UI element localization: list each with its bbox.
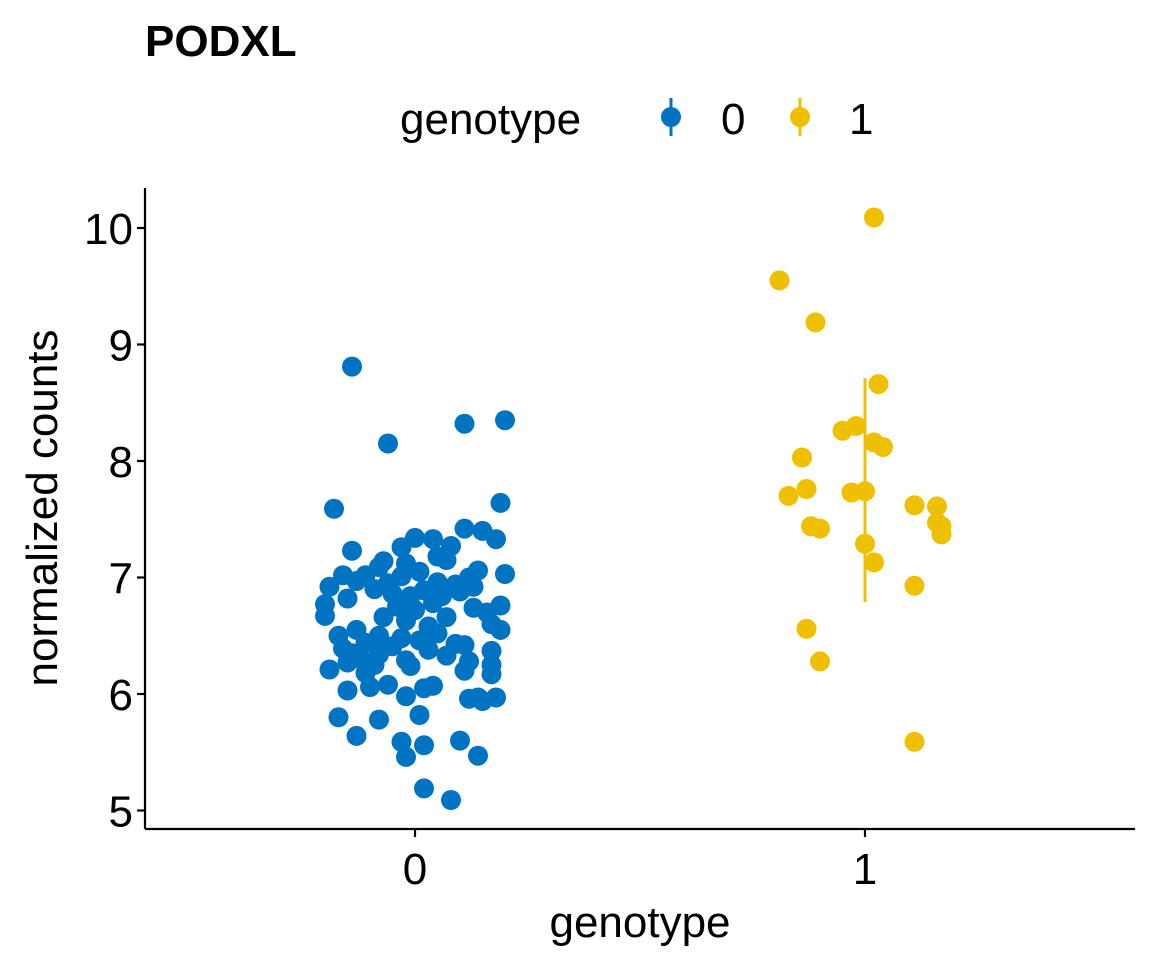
- point-0-26: [346, 571, 367, 591]
- point-0-47: [373, 607, 394, 628]
- point-1-11: [841, 482, 862, 503]
- point-0-30: [319, 576, 340, 597]
- point-0-1: [378, 433, 398, 454]
- point-1-7: [873, 437, 893, 457]
- point-0-64: [418, 639, 439, 660]
- point-0-100: [441, 790, 461, 810]
- legend-entry-1: 1: [790, 95, 873, 144]
- point-0-91: [328, 707, 349, 728]
- point-0-99: [414, 778, 434, 799]
- point-0-11: [391, 537, 412, 558]
- point-0-3: [495, 410, 515, 431]
- point-0-89: [472, 691, 493, 711]
- plot-area: [315, 207, 952, 810]
- point-0-93: [346, 725, 367, 746]
- point-1-23: [796, 618, 817, 639]
- point-0-76: [319, 659, 340, 680]
- point-0-19: [409, 561, 430, 582]
- point-1-19: [931, 524, 952, 545]
- point-1-14: [927, 496, 947, 517]
- point-0-48: [436, 607, 457, 628]
- legend: genotype 0 1: [400, 95, 873, 144]
- point-0-75: [400, 656, 421, 676]
- point-0-96: [414, 735, 434, 756]
- point-0-34: [450, 581, 470, 602]
- point-1-12: [778, 485, 799, 506]
- point-0-40: [423, 593, 443, 614]
- y-tick-label-9: 9: [109, 322, 133, 371]
- point-0-13: [342, 540, 362, 561]
- point-0-4: [490, 492, 511, 513]
- point-0-90: [409, 705, 430, 725]
- point-0-15: [436, 550, 457, 570]
- point-0-82: [360, 677, 380, 697]
- x-axis-title: genotype: [549, 898, 730, 947]
- point-0-95: [391, 731, 412, 752]
- point-1-3: [868, 374, 889, 395]
- x-tick-label-1: 1: [853, 845, 877, 894]
- point-0-72: [337, 652, 358, 673]
- point-0-49: [396, 610, 416, 631]
- point-1-24: [810, 651, 830, 672]
- point-1-2: [805, 312, 826, 333]
- point-0-10: [423, 529, 443, 550]
- point-0-79: [481, 664, 502, 685]
- point-1-13: [904, 495, 925, 516]
- point-1-1: [769, 270, 790, 291]
- y-tick-label-5: 5: [109, 788, 133, 837]
- point-0-92: [369, 709, 389, 730]
- point-1-18: [810, 518, 830, 539]
- y-tick-label-10: 10: [84, 205, 133, 254]
- point-1-8: [792, 447, 812, 468]
- point-1-25: [904, 731, 925, 752]
- point-0-8: [486, 529, 506, 550]
- point-0-85: [396, 686, 416, 707]
- point-0-2: [454, 413, 475, 434]
- point-0-53: [490, 619, 511, 640]
- point-0-21: [495, 564, 515, 584]
- point-0-98: [468, 745, 488, 766]
- y-tick-label-6: 6: [109, 671, 133, 720]
- point-0-83: [414, 678, 434, 699]
- point-0-68: [436, 645, 457, 666]
- point-0-61: [454, 635, 475, 656]
- axes: 5 6 7 8 9 10 0 1: [84, 188, 1135, 894]
- legend-key-dot-0: [661, 107, 681, 127]
- point-0-5: [324, 498, 344, 519]
- point-0-65: [481, 640, 502, 661]
- legend-title: genotype: [400, 95, 581, 144]
- point-1-9: [796, 479, 817, 499]
- point-0-97: [396, 746, 416, 767]
- point-0-94: [450, 730, 470, 751]
- point-0-77: [454, 660, 475, 681]
- point-1-21: [864, 552, 884, 573]
- point-0-46: [315, 605, 335, 626]
- legend-entry-0: 0: [661, 95, 745, 144]
- point-0-59: [355, 632, 376, 653]
- y-axis-title: normalized counts: [18, 329, 67, 686]
- y-tick-label-7: 7: [109, 555, 133, 604]
- point-1-22: [904, 575, 925, 596]
- chart-title: PODXL: [145, 17, 297, 66]
- y-tick-label-8: 8: [109, 438, 133, 487]
- point-1-0: [864, 207, 884, 228]
- legend-key-dot-1: [790, 107, 810, 127]
- x-tick-label-0: 0: [403, 845, 427, 894]
- point-1-5: [832, 420, 853, 441]
- point-0-0: [342, 356, 362, 377]
- point-0-80: [378, 674, 398, 695]
- legend-label-1: 1: [849, 95, 873, 144]
- point-0-6: [454, 518, 475, 539]
- point-0-54: [427, 623, 448, 644]
- point-0-32: [364, 579, 385, 600]
- legend-label-0: 0: [721, 95, 745, 144]
- point-0-36: [337, 588, 358, 609]
- point-0-84: [337, 680, 358, 701]
